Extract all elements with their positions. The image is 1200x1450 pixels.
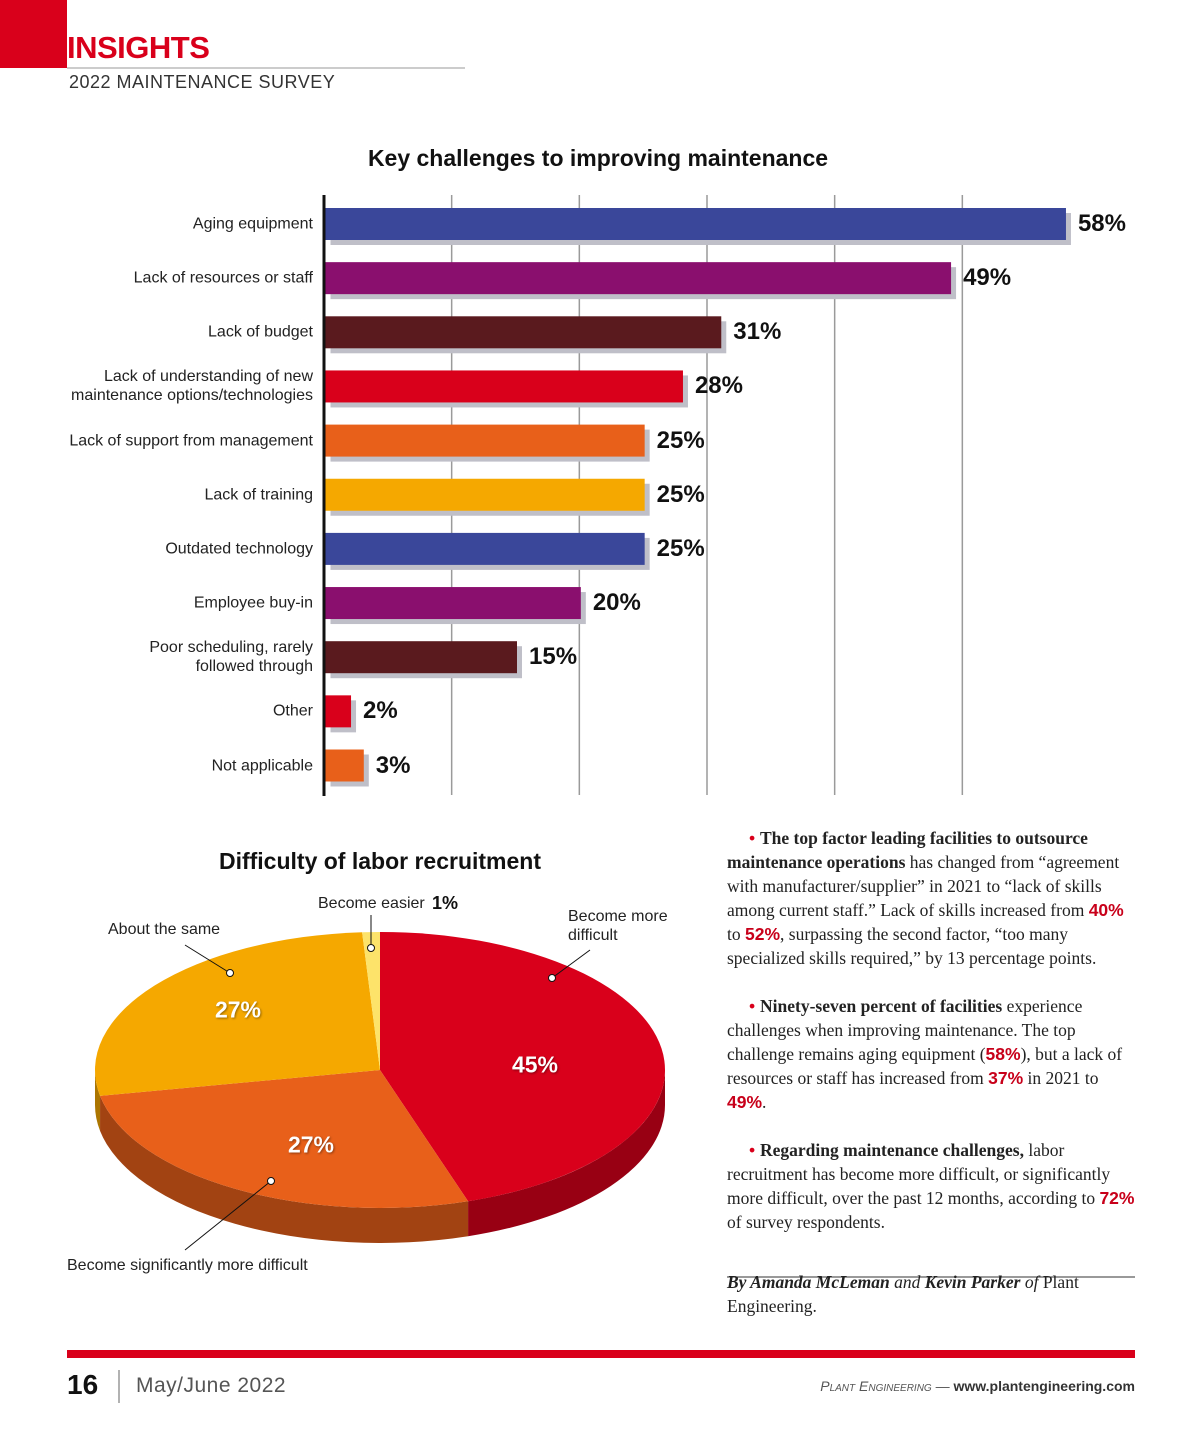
leader-dot [367, 944, 375, 952]
bar [325, 749, 364, 782]
text-run: 37% [988, 1068, 1024, 1088]
text-run: Kevin Parker [924, 1272, 1021, 1292]
value-label: 25% [656, 534, 705, 562]
separator: — [935, 1378, 950, 1394]
slice-name: Become more difficult [568, 908, 668, 944]
byline: By Amanda McLeman and Kevin Parker of Pl… [727, 1270, 1137, 1318]
slice-value: 1% [432, 893, 459, 913]
bar [325, 641, 517, 674]
text-run: 40% [1088, 900, 1124, 920]
slice-side [95, 1070, 101, 1131]
slice-name: Become significantly more difficult [67, 1257, 308, 1274]
text-run: ), but a lack of resources or staff has … [727, 1044, 1123, 1088]
publication: Plant Engineering [820, 1378, 932, 1394]
slice-side [468, 1070, 665, 1237]
leader-dot [226, 969, 234, 977]
leader-line [184, 944, 231, 974]
category-label: Employee buy-in [193, 594, 313, 612]
leader-dot [548, 974, 556, 982]
leader-dot [267, 1177, 275, 1185]
bar [325, 316, 722, 349]
bar [325, 532, 645, 565]
value-label: 28% [694, 372, 743, 400]
slice-value: 27% [287, 1131, 335, 1158]
text-run: 72% [1099, 1188, 1135, 1208]
slice-value: 27% [214, 996, 262, 1023]
article: The top factor leading facilities to out… [727, 826, 1137, 1318]
text-run: of survey respondents. [727, 1212, 885, 1232]
value-label: 25% [656, 480, 705, 508]
paragraph: Regarding maintenance challenges, labor … [727, 1138, 1137, 1234]
slice [100, 1070, 469, 1208]
value-label: 2% [363, 697, 398, 725]
text-run: and [889, 1272, 925, 1292]
text-run: experience challenges when improving mai… [727, 996, 1083, 1064]
text-run: By Amanda McLeman [727, 1272, 890, 1292]
text-run: labor recruitment has become more diffic… [727, 1140, 1111, 1208]
category-label: Aging equipment [192, 215, 313, 233]
page-number: 16 [67, 1369, 99, 1400]
value-label: 25% [656, 426, 705, 454]
bar [325, 262, 952, 295]
text-run: The top factor leading facilities to out… [727, 828, 1088, 872]
url: www.plantengineering.com [953, 1378, 1135, 1394]
slice-name: Become easier [318, 895, 425, 912]
value-label: 15% [529, 643, 578, 671]
slice [380, 932, 666, 1202]
bar [325, 695, 352, 728]
category-label: Lack of budget [208, 323, 313, 341]
paragraph: Ninety-seven percent of facilities exper… [727, 994, 1137, 1114]
bar [325, 208, 1066, 240]
text-run: 52% [745, 924, 781, 944]
text-run: , surpassing the second factor, “too man… [727, 924, 1097, 968]
footer-right: Plant Engineering — www.plantengineering… [820, 1378, 1135, 1394]
slice [362, 932, 380, 1070]
leader-line [184, 1180, 272, 1251]
text-run: Ninety-seven percent of facilities [760, 996, 1003, 1016]
slice-value: 45% [511, 1051, 559, 1078]
text-run: has changed from “agreement with manufac… [727, 852, 1120, 920]
header-title: INSIGHTS [67, 30, 210, 65]
bar [325, 424, 645, 457]
bar [325, 370, 683, 403]
slice-name: About the same [108, 921, 221, 938]
chart-title: Difficulty of labor recruitment [218, 848, 542, 874]
category-label: Other [272, 702, 313, 720]
category-label: Lack of support from management [69, 432, 313, 450]
header-block [0, 0, 67, 68]
value-label: 58% [1077, 210, 1126, 237]
bar [325, 478, 645, 511]
paragraph: The top factor leading facilities to out… [727, 826, 1137, 970]
issue-date: May/June 2022 [136, 1374, 287, 1397]
value-label: 49% [963, 264, 1012, 292]
header-subtitle: 2022 MAINTENANCE SURVEY [69, 72, 336, 92]
text-run: to [727, 924, 745, 944]
category-label: Not applicable [211, 757, 313, 774]
slice [94, 932, 380, 1096]
bar [325, 587, 581, 620]
slice-side [100, 1095, 469, 1243]
text-run: Regarding maintenance challenges, [760, 1140, 1024, 1160]
text-run: 58% [985, 1044, 1021, 1064]
text-run: Plant Engineering. [727, 1272, 1079, 1316]
text-run: 49% [727, 1092, 763, 1112]
category-label: Poor scheduling, rarely followed through [149, 639, 313, 676]
chart-title: Key challenges to improving maintenance [367, 145, 829, 171]
text-run: . [762, 1092, 767, 1112]
value-label: 31% [733, 318, 782, 346]
value-label: 20% [592, 589, 641, 617]
text-run: of [1020, 1272, 1039, 1292]
category-label: Lack of training [204, 486, 313, 504]
category-label: Lack of understanding of new maintenance… [71, 368, 313, 405]
leader-line [551, 949, 591, 979]
footer-bar [67, 1350, 1135, 1358]
text-run: in 2021 to [1023, 1068, 1099, 1088]
category-label: Lack of resources or staff [133, 269, 313, 287]
value-label: 3% [375, 751, 411, 779]
category-label: Outdated technology [165, 540, 313, 558]
